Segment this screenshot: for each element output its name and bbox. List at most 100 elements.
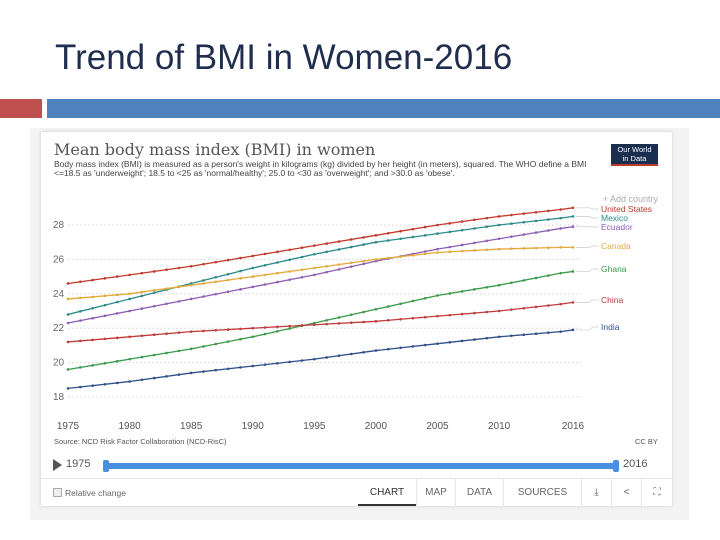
data-point — [103, 337, 107, 341]
data-point — [497, 223, 501, 227]
data-point — [547, 274, 550, 277]
data-point — [374, 258, 378, 261]
download-icon[interactable]: ⤓ — [581, 479, 611, 506]
timeline-start-handle[interactable] — [103, 460, 109, 472]
tab-map[interactable]: MAP — [416, 479, 455, 506]
play-icon[interactable] — [53, 459, 62, 471]
data-point — [497, 335, 501, 339]
y-tick-label: 20 — [53, 358, 65, 369]
data-point — [288, 278, 292, 281]
data-point — [214, 328, 218, 332]
accent-bar-red — [0, 99, 42, 118]
data-point — [510, 235, 513, 238]
timeline-end-handle[interactable] — [613, 460, 619, 472]
data-point — [66, 368, 70, 371]
data-point — [103, 314, 107, 318]
fullscreen-icon[interactable]: ⛶ — [641, 479, 672, 506]
data-point — [423, 234, 427, 237]
data-point — [239, 337, 242, 341]
data-point — [91, 316, 94, 320]
data-point — [349, 352, 353, 356]
legend-label[interactable]: Canada — [601, 241, 631, 251]
data-point — [202, 282, 205, 285]
accent-bar-blue — [47, 99, 720, 118]
data-point — [473, 338, 476, 341]
data-point — [288, 360, 292, 364]
data-point — [386, 318, 390, 322]
legend-label[interactable]: China — [601, 295, 623, 305]
tab-data[interactable]: DATA — [455, 479, 503, 506]
data-point — [66, 340, 70, 344]
data-point — [337, 322, 341, 325]
data-point — [276, 280, 279, 284]
data-point — [362, 236, 365, 239]
data-point — [349, 261, 353, 265]
data-point — [510, 334, 513, 338]
data-point — [460, 290, 464, 293]
license-link[interactable]: CC BY — [635, 437, 658, 446]
data-point — [313, 244, 316, 247]
x-tick-label: 2010 — [488, 421, 511, 432]
data-point — [559, 216, 562, 220]
data-point — [251, 254, 255, 258]
data-point — [140, 378, 144, 382]
data-point — [423, 250, 427, 253]
data-point — [79, 385, 82, 389]
data-point — [497, 237, 501, 241]
data-point — [436, 294, 439, 297]
data-point — [214, 275, 218, 279]
data-point — [386, 305, 390, 308]
data-point — [115, 312, 119, 315]
data-point — [226, 328, 230, 331]
data-point — [251, 266, 255, 270]
data-point — [448, 245, 452, 249]
data-point — [202, 295, 205, 298]
slide-title: Trend of BMI in Women-2016 — [55, 38, 513, 77]
timeline-slider[interactable] — [106, 463, 616, 469]
data-point — [189, 297, 193, 301]
legend-connector — [576, 299, 599, 303]
share-icon[interactable]: < — [611, 479, 641, 506]
data-point — [288, 270, 292, 273]
data-point — [559, 271, 562, 275]
legend-label[interactable]: India — [601, 322, 620, 332]
data-point — [239, 256, 242, 260]
legend-label[interactable]: United States — [601, 204, 652, 214]
data-point — [152, 291, 156, 295]
tab-chart[interactable]: CHART — [358, 479, 416, 506]
data-point — [448, 250, 452, 254]
data-point — [460, 312, 464, 316]
data-point — [202, 262, 205, 266]
data-point — [399, 346, 402, 350]
relative-change-checkbox[interactable] — [53, 488, 62, 497]
chart-title: Mean body mass index (BMI) in women — [54, 140, 376, 159]
owid-logo[interactable]: Our World in Data — [611, 144, 658, 166]
series-line-united-states — [67, 207, 574, 285]
data-point — [66, 282, 70, 285]
chart-card: Mean body mass index (BMI) in women Body… — [41, 132, 672, 506]
data-point — [177, 266, 181, 270]
legend-label[interactable]: Mexico — [601, 213, 628, 223]
data-point — [165, 268, 168, 272]
y-tick-label: 28 — [53, 220, 65, 231]
data-point — [288, 324, 292, 328]
data-point — [559, 208, 562, 211]
data-point — [460, 243, 464, 247]
data-point — [534, 210, 538, 214]
tab-sources[interactable]: SOURCES — [503, 479, 581, 506]
data-point — [189, 264, 193, 268]
data-point — [473, 218, 476, 222]
data-point — [177, 285, 181, 289]
add-country-button[interactable]: + Add country — [603, 194, 659, 204]
data-point — [66, 387, 70, 390]
data-point — [534, 305, 538, 309]
data-point — [522, 247, 526, 250]
data-point — [288, 248, 292, 252]
data-point — [115, 359, 119, 363]
data-point — [399, 317, 402, 321]
data-point — [448, 292, 452, 295]
legend-label[interactable]: Ghana — [601, 264, 627, 274]
data-point — [91, 364, 94, 367]
data-point — [522, 212, 526, 215]
legend-label[interactable]: Ecuador — [601, 222, 633, 232]
